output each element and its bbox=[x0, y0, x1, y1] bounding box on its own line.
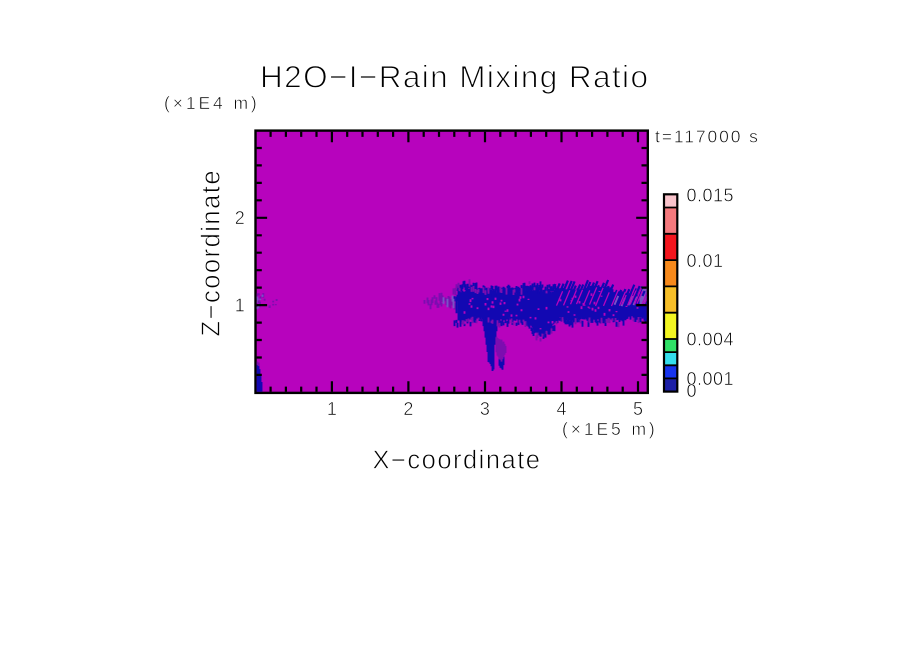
svg-text:1: 1 bbox=[327, 399, 337, 419]
svg-text:X−coordinate: X−coordinate bbox=[373, 447, 542, 475]
svg-text:(×1E5 m): (×1E5 m) bbox=[562, 419, 658, 439]
svg-text:1: 1 bbox=[235, 296, 245, 316]
svg-text:0.004: 0.004 bbox=[687, 329, 735, 349]
svg-text:5: 5 bbox=[633, 399, 643, 419]
svg-text:4: 4 bbox=[556, 399, 566, 419]
svg-text:(×1E4 m): (×1E4 m) bbox=[164, 93, 260, 113]
svg-text:2: 2 bbox=[403, 399, 413, 419]
svg-text:0.01: 0.01 bbox=[687, 251, 724, 271]
svg-text:2: 2 bbox=[235, 208, 245, 228]
svg-text:H2O−I−Rain Mixing Ratio: H2O−I−Rain Mixing Ratio bbox=[260, 59, 649, 95]
svg-text:0.015: 0.015 bbox=[687, 186, 735, 206]
svg-text:Z−coordinate: Z−coordinate bbox=[198, 169, 226, 337]
svg-text:3: 3 bbox=[480, 399, 490, 419]
svg-text:t=117000 s: t=117000 s bbox=[655, 127, 760, 147]
svg-text:0: 0 bbox=[687, 381, 698, 401]
svg-text:0.001: 0.001 bbox=[687, 369, 735, 389]
